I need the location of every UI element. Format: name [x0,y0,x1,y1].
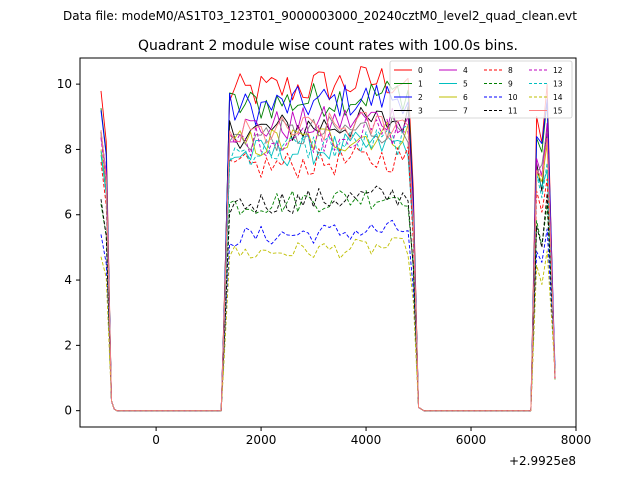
x-tick-label: 6000 [456,433,487,447]
chart-title: Quadrant 2 module wise count rates with … [138,38,518,54]
y-tick-label: 0 [64,404,72,418]
y-tick-label: 6 [64,208,72,222]
legend-label-1: 1 [418,80,423,89]
legend-frame [389,60,573,119]
y-tick-label: 4 [64,273,72,287]
series-15-line [100,111,556,412]
legend-label-3: 3 [418,107,423,116]
x-tick-label: 0 [152,433,160,447]
legend-label-8: 8 [508,66,513,75]
series-layer [100,66,556,412]
x-offset-label: +2.9925e8 [509,454,576,468]
y-tick-label: 8 [64,142,72,156]
x-tick-label: 4000 [351,433,382,447]
legend-label-0: 0 [418,66,423,75]
legend-label-11: 11 [508,107,518,116]
suptitle: Data file: modeM0/AS1T03_123T01_90000030… [63,9,577,23]
legend-label-12: 12 [553,66,563,75]
legend-label-4: 4 [463,66,468,75]
legend-label-2: 2 [418,93,423,102]
y-tick-label: 2 [64,338,72,352]
legend-label-13: 13 [553,80,563,89]
legend-label-5: 5 [463,80,468,89]
x-tick-label: 2000 [246,433,277,447]
y-tick-label: 10 [57,77,72,91]
plot-frame [79,57,577,428]
series-11-line [100,185,556,412]
legend-label-10: 10 [508,93,518,102]
x-tick-label: 8000 [561,433,592,447]
legend-label-15: 15 [553,107,563,116]
legend-label-14: 14 [553,93,563,102]
legend-label-9: 9 [508,80,513,89]
legend-label-6: 6 [463,93,468,102]
legend-label-7: 7 [463,107,468,116]
